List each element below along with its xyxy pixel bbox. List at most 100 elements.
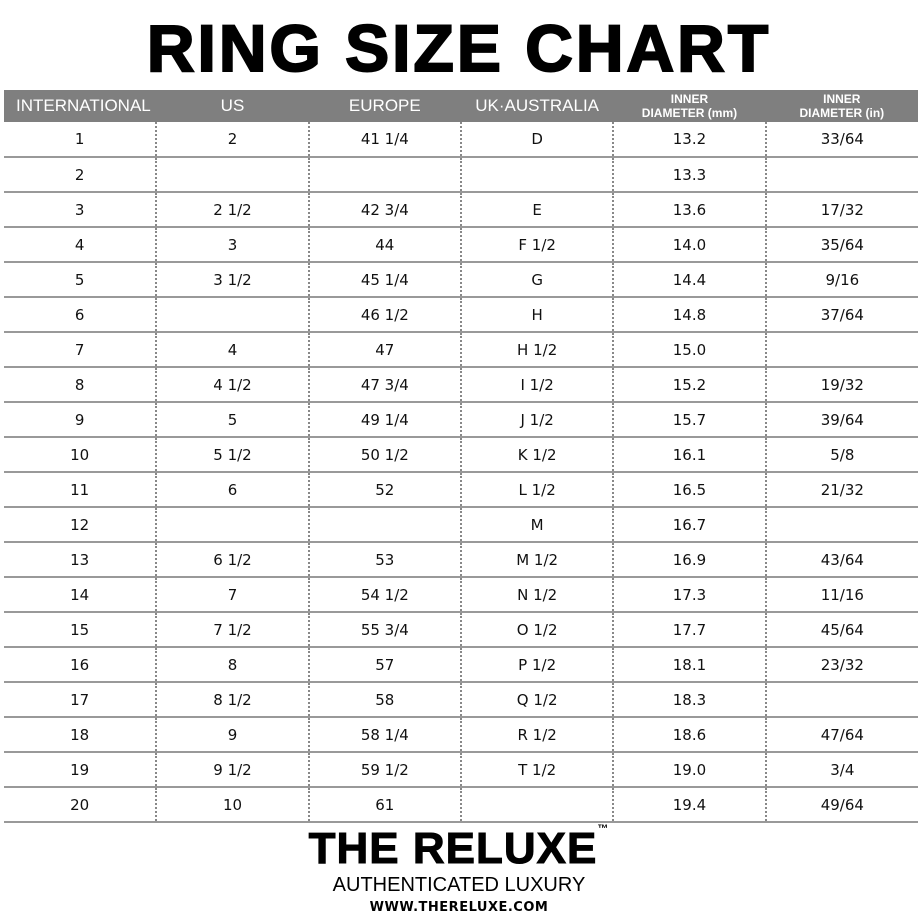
table-cell: 42 3/4 (307, 192, 461, 228)
table-cell (155, 157, 309, 193)
table-cell: G (459, 262, 614, 298)
table-cell: 9 1/2 (155, 752, 309, 788)
table-cell: 15.2 (612, 367, 766, 403)
table-cell: 3 1/2 (155, 262, 309, 298)
table-cell (307, 507, 461, 543)
table-cell: 46 1/2 (307, 297, 461, 333)
table-row: 4 3 44 F 1/2 14.0 35/64 (4, 227, 918, 263)
table-cell: 16.1 (612, 437, 766, 473)
table-cell: O 1/2 (459, 612, 614, 648)
table-cell: 17/32 (764, 192, 918, 228)
table-cell: 10 (4, 437, 157, 473)
table-cell: 16.7 (612, 507, 766, 543)
table-cell: 7 (4, 332, 157, 368)
table-cell (764, 157, 918, 193)
table-cell: 5 1/2 (155, 437, 309, 473)
table-cell (459, 787, 614, 823)
table-cell: M 1/2 (459, 542, 614, 578)
ring-size-table: INTERNATIONAL US EUROPE UK·AUSTRALIA INNER DI… (4, 90, 918, 823)
table-row: 13 6 1/2 53 M 1/2 16.9 43/64 (4, 542, 918, 578)
table-cell: 47 (307, 332, 461, 368)
website-url: WWW.THERELUXE.COM (369, 900, 549, 915)
table-cell: 18 (4, 717, 157, 753)
table-cell (764, 332, 918, 368)
table-cell: 19.0 (612, 752, 766, 788)
table-cell: 15.7 (612, 402, 766, 438)
table-cell: 2 1/2 (155, 192, 309, 228)
table-cell: 17.3 (612, 577, 766, 613)
table-cell: E (459, 192, 614, 228)
table-cell: 35/64 (764, 227, 918, 263)
table-row: 10 5 1/2 50 1/2 K 1/2 16.1 5/8 (4, 437, 918, 473)
table-row: 12 M 16.7 (4, 507, 918, 543)
table-cell: 5 (155, 402, 309, 438)
table-cell: 44 (307, 227, 461, 263)
table-cell: N 1/2 (459, 577, 614, 613)
column-header: INTERNATIONAL (4, 90, 157, 122)
table-cell: 49 1/4 (307, 402, 461, 438)
table-cell: 19 (4, 752, 157, 788)
table-cell: 17 (4, 682, 157, 718)
table-cell: 47/64 (764, 717, 918, 753)
table-row: 11 6 52 L 1/2 16.5 21/32 (4, 472, 918, 508)
table-cell: 8 (155, 647, 309, 683)
table-cell: 53 (307, 542, 461, 578)
table-cell: 9/16 (764, 262, 918, 298)
table-cell: 19/32 (764, 367, 918, 403)
table-cell: 13 (4, 542, 157, 578)
table-cell (459, 157, 614, 193)
column-header-line: INNER (823, 92, 861, 106)
table-row: 18 9 58 1/4 R 1/2 18.6 47/64 (4, 717, 918, 753)
table-cell: 15 (4, 612, 157, 648)
table-cell (155, 297, 309, 333)
table-cell: 18.6 (612, 717, 766, 753)
table-cell: 11/16 (764, 577, 918, 613)
table-cell: 21/32 (764, 472, 918, 508)
table-cell: 55 3/4 (307, 612, 461, 648)
table-cell: 59 1/2 (307, 752, 461, 788)
table-row: 16 8 57 P 1/2 18.1 23/32 (4, 647, 918, 683)
table-cell: 5 (4, 262, 157, 298)
table-cell: 16.9 (612, 542, 766, 578)
page-title: RING SIZE CHART (146, 10, 772, 86)
column-header: INNER DIAMETER (in) (765, 90, 918, 122)
table-cell: T 1/2 (459, 752, 614, 788)
column-header-line: DIAMETER (in) (799, 106, 885, 120)
table-cell: 49/64 (764, 787, 918, 823)
table-cell: 5/8 (764, 437, 918, 473)
column-header: INNER DIAMETER (mm) (613, 90, 766, 122)
table-cell: 14.8 (612, 297, 766, 333)
column-header: US (156, 90, 309, 122)
table-cell: 45/64 (764, 612, 918, 648)
table-cell: 3 (4, 192, 157, 228)
table-cell: 13.2 (612, 122, 766, 158)
table-cell: H 1/2 (459, 332, 614, 368)
table-cell: 2 (155, 122, 309, 158)
table-cell: 45 1/4 (307, 262, 461, 298)
table-cell: 18.1 (612, 647, 766, 683)
table-cell: 4 (155, 332, 309, 368)
table-cell: 13.6 (612, 192, 766, 228)
table-header-row: INTERNATIONAL US EUROPE UK·AUSTRALIA INNER DI… (4, 90, 918, 122)
table-cell: K 1/2 (459, 437, 614, 473)
table-cell: P 1/2 (459, 647, 614, 683)
table-cell: H (459, 297, 614, 333)
column-header: EUROPE (308, 90, 461, 122)
brand-name: THE RELUXE™ (0, 824, 918, 874)
table-cell: 57 (307, 647, 461, 683)
table-row: 9 5 49 1/4 J 1/2 15.7 39/64 (4, 402, 918, 438)
brand-tagline: AUTHENTICATED LUXURY (332, 874, 586, 896)
table-cell: 16 (4, 647, 157, 683)
table-cell: 14.0 (612, 227, 766, 263)
table-cell: 3 (155, 227, 309, 263)
table-cell: 17.7 (612, 612, 766, 648)
table-cell: 39/64 (764, 402, 918, 438)
trademark: ™ (597, 823, 610, 835)
table-cell: 18.3 (612, 682, 766, 718)
column-header: UK·AUSTRALIA (460, 90, 614, 122)
table-cell: 13.3 (612, 157, 766, 193)
table-cell: 8 1/2 (155, 682, 309, 718)
table-cell: 9 (155, 717, 309, 753)
table-cell: 14 (4, 577, 157, 613)
